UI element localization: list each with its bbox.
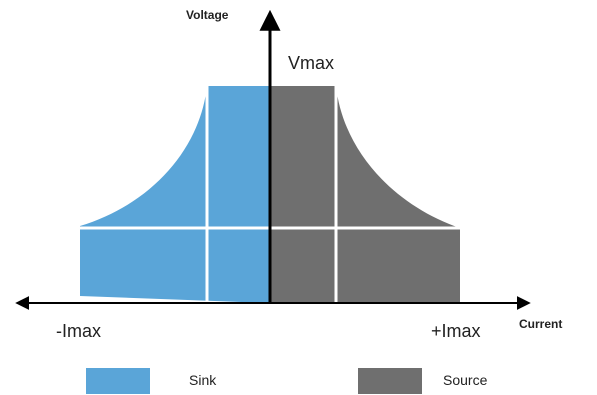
sink-region	[80, 86, 270, 303]
x-axis-title: Current	[519, 317, 563, 331]
legend-swatch-sink	[86, 368, 150, 394]
legend-label-source: Source	[443, 372, 488, 388]
legend-label-sink: Sink	[189, 372, 217, 388]
pos-imax-label: +Imax	[431, 321, 481, 341]
neg-imax-label: -Imax	[56, 321, 101, 341]
y-axis-title: Voltage	[186, 8, 229, 22]
legend-swatch-source	[358, 368, 422, 394]
vmax-label: Vmax	[288, 53, 335, 73]
source-region	[270, 86, 460, 303]
